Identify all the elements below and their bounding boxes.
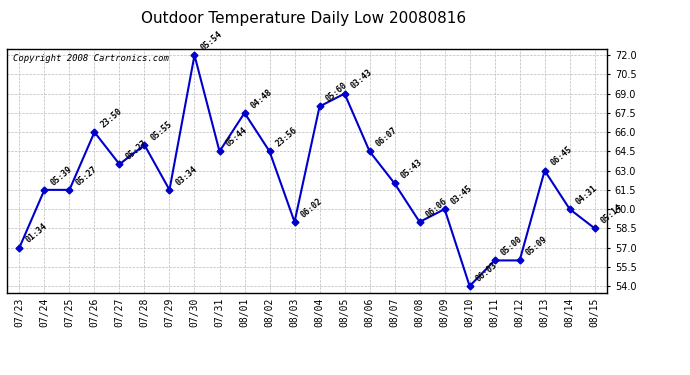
Text: 03:43: 03:43: [348, 68, 374, 91]
Text: 05:55: 05:55: [148, 119, 174, 142]
Text: 04:31: 04:31: [574, 183, 599, 206]
Text: 06:06: 06:06: [424, 196, 448, 219]
Text: 06:45: 06:45: [549, 145, 574, 168]
Text: 06:03: 06:03: [474, 260, 499, 283]
Text: 04:48: 04:48: [248, 87, 274, 110]
Text: 05:09: 05:09: [524, 235, 549, 258]
Text: 05:39: 05:39: [48, 164, 74, 187]
Text: 05:44: 05:44: [224, 126, 248, 148]
Text: 05:43: 05:43: [399, 158, 424, 181]
Text: 05:00: 05:00: [499, 235, 524, 258]
Text: 05:60: 05:60: [324, 81, 348, 104]
Text: 05:14: 05:14: [599, 202, 624, 226]
Text: Outdoor Temperature Daily Low 20080816: Outdoor Temperature Daily Low 20080816: [141, 11, 466, 26]
Text: 23:56: 23:56: [274, 126, 299, 148]
Text: 03:34: 03:34: [174, 164, 199, 187]
Text: 05:27: 05:27: [124, 138, 148, 161]
Text: 06:07: 06:07: [374, 126, 399, 148]
Text: 03:45: 03:45: [448, 183, 474, 206]
Text: 23:50: 23:50: [99, 106, 124, 129]
Text: 01:34: 01:34: [23, 222, 48, 245]
Text: 05:54: 05:54: [199, 29, 224, 52]
Text: Copyright 2008 Cartronics.com: Copyright 2008 Cartronics.com: [13, 54, 169, 63]
Text: 06:02: 06:02: [299, 196, 324, 219]
Text: 05:27: 05:27: [74, 164, 99, 187]
